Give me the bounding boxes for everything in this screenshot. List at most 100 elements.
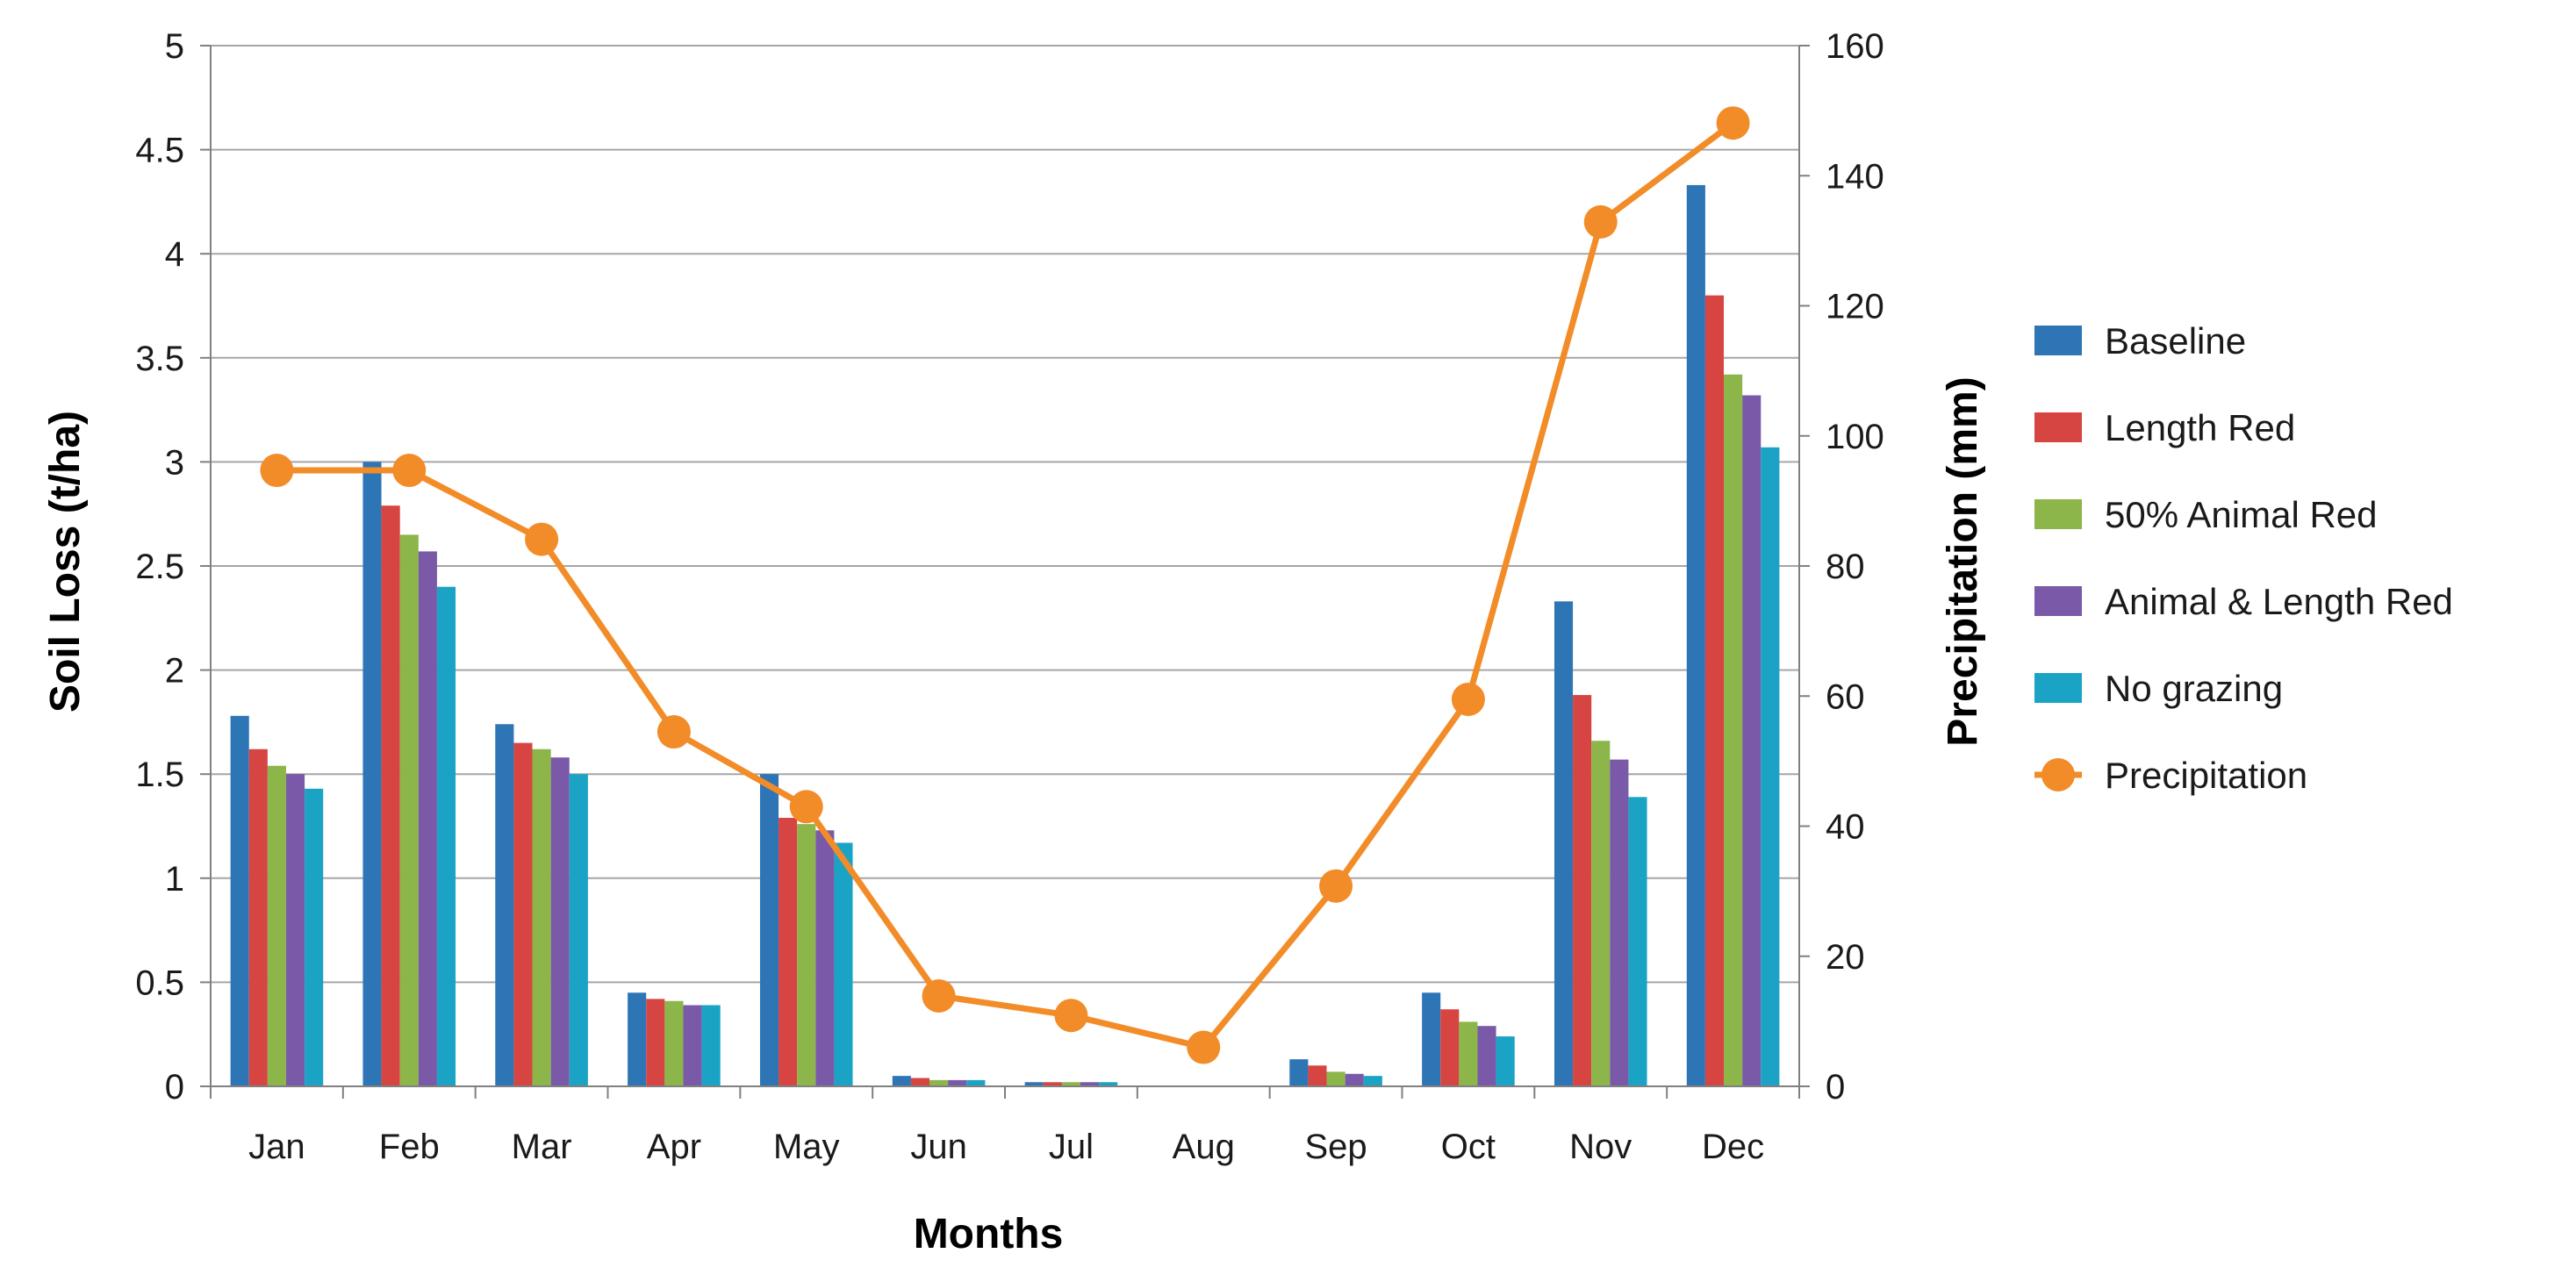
x-tick-label: Jul <box>1049 1128 1094 1166</box>
y-right-tick-label: 80 <box>1826 548 1865 586</box>
bar-length-red-mar <box>513 742 533 1086</box>
bar-length-red-jul <box>1043 1082 1062 1086</box>
x-tick-label: Feb <box>379 1128 440 1166</box>
bar-baseline-sep <box>1289 1059 1309 1086</box>
legend-label: Precipitation <box>2105 755 2307 796</box>
bar-baseline-nov <box>1553 601 1574 1086</box>
bar-baseline-mar <box>495 724 514 1086</box>
legend-swatch <box>2034 412 2082 442</box>
x-tick-label: Jun <box>910 1128 967 1166</box>
precipitation-point-sep <box>1319 869 1353 903</box>
bar-no-grazing-apr <box>701 1005 721 1086</box>
y-left-tick-label: 2 <box>165 652 184 691</box>
y-right-tick-label: 120 <box>1826 288 1884 326</box>
bar-no-grazing-may <box>834 842 853 1086</box>
bar-animal-length-red-jan <box>285 774 305 1086</box>
bar-animal-length-red-jul <box>1080 1082 1100 1086</box>
y-left-tick-label: 3.5 <box>135 340 184 378</box>
x-tick-label: Sep <box>1304 1128 1367 1166</box>
precipitation-line-path <box>276 120 1735 1050</box>
bar-50-animal-red-jan <box>267 765 286 1086</box>
bar-animal-length-red-dec <box>1742 395 1762 1087</box>
precipitation-point-apr <box>657 715 691 749</box>
x-tick-label: Mar <box>512 1128 572 1166</box>
x-tick-label: Jan <box>248 1128 305 1166</box>
precipitation-point-may <box>789 790 823 824</box>
bar-length-red-may <box>779 818 798 1086</box>
y-axis-left-title: Soil Loss (t/ha) <box>42 411 89 713</box>
bar-50-animal-red-apr <box>664 1000 684 1086</box>
legend-swatch <box>2034 673 2082 703</box>
x-tick-label: Aug <box>1173 1128 1235 1166</box>
x-tick-label: Nov <box>1569 1128 1632 1166</box>
bar-50-animal-red-dec <box>1724 374 1743 1086</box>
bar-length-red-oct <box>1440 1009 1460 1086</box>
y-left-tick-label: 4.5 <box>135 132 184 170</box>
bar-baseline-oct <box>1422 992 1441 1086</box>
y-right-tick-label: 140 <box>1826 157 1884 196</box>
bar-no-grazing-jun <box>966 1079 986 1086</box>
bar-animal-length-red-mar <box>550 757 570 1086</box>
bar-50-animal-red-nov <box>1591 741 1611 1086</box>
y-axis-right-ticks: 0 20 40 60 80 100 120 140 160 <box>1799 27 1884 1107</box>
y-right-tick-label: 100 <box>1826 418 1884 456</box>
y-left-tick-label: 5 <box>165 27 184 66</box>
precipitation-point-nov <box>1583 204 1618 239</box>
y-axis-left-ticks: 0 0.5 1 1.5 2 2.5 3 3.5 4 4.5 5 <box>135 27 211 1107</box>
legend-label: Baseline <box>2105 320 2246 362</box>
bar-length-red-sep <box>1308 1065 1327 1086</box>
bar-length-red-jan <box>248 749 268 1086</box>
x-tick-label: May <box>773 1128 840 1166</box>
bar-baseline-feb <box>362 462 382 1086</box>
bar-no-grazing-oct <box>1496 1036 1515 1086</box>
bar-no-grazing-jul <box>1099 1082 1118 1086</box>
bar-no-grazing-mar <box>569 774 588 1086</box>
bar-no-grazing-jan <box>305 788 324 1086</box>
bar-50-animal-red-mar <box>532 749 551 1086</box>
y-right-tick-label: 60 <box>1826 677 1865 716</box>
y-left-tick-label: 1.5 <box>135 756 184 794</box>
precipitation-line <box>260 106 1750 1064</box>
bar-animal-length-red-sep <box>1345 1073 1364 1086</box>
bar-50-animal-red-oct <box>1459 1021 1478 1086</box>
bar-baseline-may <box>759 774 779 1086</box>
y-right-tick-label: 160 <box>1826 27 1884 66</box>
legend-swatch <box>2034 499 2082 529</box>
bar-50-animal-red-jul <box>1061 1082 1080 1086</box>
y-left-tick-label: 4 <box>165 235 184 274</box>
y-right-tick-label: 20 <box>1826 938 1865 977</box>
bar-animal-length-red-oct <box>1477 1026 1496 1086</box>
precipitation-point-aug <box>1187 1030 1221 1064</box>
x-tick-label: Dec <box>1702 1128 1764 1166</box>
bar-50-animal-red-feb <box>399 534 419 1086</box>
bar-series <box>230 184 1780 1087</box>
legend-label: Length Red <box>2105 407 2295 448</box>
legend-label: No grazing <box>2105 668 2283 709</box>
bar-baseline-dec <box>1686 184 1705 1087</box>
legend-swatch <box>2034 586 2082 616</box>
bar-animal-length-red-jun <box>948 1079 967 1086</box>
bar-baseline-jul <box>1024 1082 1044 1086</box>
gridlines <box>211 45 1799 1087</box>
bar-baseline-jun <box>892 1076 911 1086</box>
precipitation-point-jun <box>922 978 956 1013</box>
bar-no-grazing-sep <box>1363 1076 1382 1086</box>
bar-length-red-jun <box>910 1078 930 1086</box>
x-axis-title: Months <box>914 1211 1064 1257</box>
y-axis-right-title: Precipitation (mm) <box>1940 376 1986 746</box>
y-left-tick-label: 3 <box>165 443 184 482</box>
y-left-tick-label: 2.5 <box>135 548 184 586</box>
x-tick-label: Apr <box>647 1128 701 1166</box>
bar-animal-length-red-feb <box>418 551 437 1086</box>
precipitation-point-oct <box>1451 682 1485 716</box>
legend-swatch <box>2034 326 2082 355</box>
bar-no-grazing-feb <box>436 586 456 1086</box>
y-left-tick-label: 0 <box>165 1068 184 1107</box>
bar-length-red-dec <box>1704 295 1725 1086</box>
y-right-tick-label: 40 <box>1826 808 1865 847</box>
bar-length-red-apr <box>646 999 665 1086</box>
bar-no-grazing-dec <box>1761 447 1780 1086</box>
bar-no-grazing-nov <box>1628 797 1647 1086</box>
precipitation-point-jan <box>260 454 294 488</box>
bar-length-red-feb <box>381 505 400 1086</box>
